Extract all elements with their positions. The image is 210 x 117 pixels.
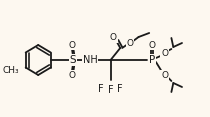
Text: NH: NH <box>83 55 98 65</box>
Text: O: O <box>110 33 117 42</box>
Text: O: O <box>69 71 76 79</box>
Text: F: F <box>98 84 104 94</box>
Text: F: F <box>117 84 123 94</box>
Text: S: S <box>70 55 76 65</box>
Text: O: O <box>149 40 156 49</box>
Text: O: O <box>126 40 133 49</box>
Text: O: O <box>161 49 168 57</box>
Text: CH₃: CH₃ <box>2 66 19 75</box>
Text: P: P <box>149 55 155 65</box>
Text: F: F <box>108 85 113 95</box>
Text: O: O <box>161 71 168 79</box>
Text: O: O <box>69 40 76 49</box>
